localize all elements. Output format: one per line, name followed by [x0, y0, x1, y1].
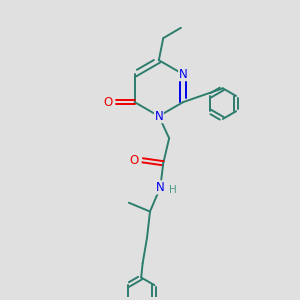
- Text: O: O: [130, 154, 139, 167]
- Text: H: H: [169, 185, 176, 195]
- Text: N: N: [156, 181, 165, 194]
- Text: N: N: [154, 110, 163, 123]
- Text: N: N: [179, 68, 188, 81]
- Text: O: O: [103, 96, 113, 109]
